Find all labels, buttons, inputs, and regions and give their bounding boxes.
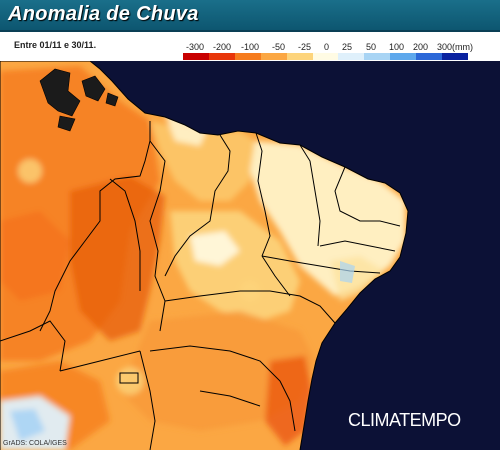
legend-swatch: [286, 53, 313, 60]
legend-label: -100: [241, 42, 260, 52]
legend-swatch: [442, 53, 468, 60]
period-label: Entre 01/11 e 30/11.: [14, 40, 97, 50]
legend-label: 0: [324, 42, 330, 52]
legend-label: -300: [186, 42, 205, 52]
legend-swatch: [364, 53, 391, 60]
coast-patch: [340, 261, 355, 283]
rain-anomaly-map: [0, 61, 500, 450]
legend-label: 25: [342, 42, 353, 52]
legend-swatch: [208, 53, 235, 60]
legend-label: -25: [298, 42, 312, 52]
page-title: Anomalia de Chuva: [8, 3, 199, 25]
amazon-delta: [39, 68, 119, 132]
legend-label: -50: [272, 42, 286, 52]
legend-label: 300(mm): [437, 42, 474, 52]
legend-label: 50: [366, 42, 377, 52]
legend-label: -200: [213, 42, 232, 52]
legend-color-bar: [183, 53, 468, 60]
legend-label: 100: [389, 42, 405, 52]
legend-swatch: [338, 53, 365, 60]
legend-swatch: [234, 53, 261, 60]
legend-labels: -300 -200 -100 -50 -25 0 25 50 100 200 3…: [186, 42, 486, 52]
legend-swatch: [312, 53, 339, 60]
legend-swatch: [260, 53, 287, 60]
legend-swatch: [390, 53, 417, 60]
state-borders: [0, 61, 409, 450]
title-bar: Anomalia de Chuva: [0, 0, 500, 32]
credit-label: GrADS: COLA/IGES: [3, 440, 67, 447]
legend-swatch: [416, 53, 443, 60]
climatempo-logo: CLIMATEMPO: [348, 410, 461, 430]
legend-label: 200: [413, 42, 429, 52]
legend-swatch: [183, 53, 209, 60]
